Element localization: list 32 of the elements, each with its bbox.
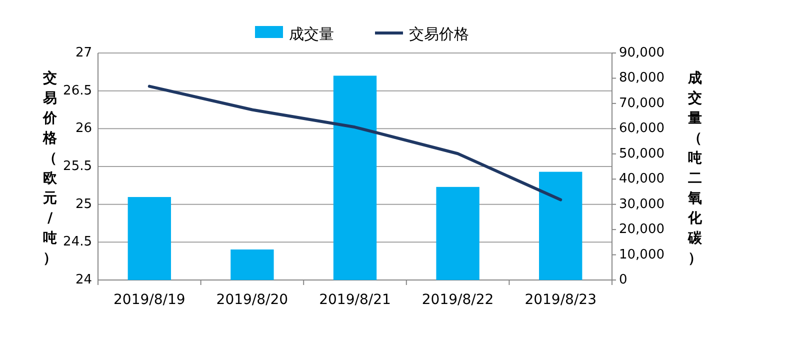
y-tick-label: 26 [75,121,92,136]
y2-tick-label: 10,000 [619,247,664,262]
y-tick-label: 24 [75,272,92,288]
bar [333,76,377,280]
bar [230,249,274,280]
x-tick-label: 2019/8/23 [524,292,596,308]
bar [436,186,480,280]
y2-tick-label: 60,000 [619,121,664,136]
text: 成交量（吨二氧化碳） [688,70,702,266]
y2-tick-label: 50,000 [619,146,664,162]
legend-label: 交易价格 [409,25,469,43]
bar [128,197,171,280]
y2-tick-label: 80,000 [619,70,664,86]
y2-tick-label: 30,000 [619,196,664,212]
y2-tick-label: 70,000 [619,96,664,111]
legend-label: 成交量 [289,25,334,43]
y-tick-label: 25.5 [63,159,92,174]
x-tick-label: 2019/8/19 [114,292,186,308]
x-tick-label: 2019/8/20 [216,292,288,308]
y-tick-label: 25 [75,196,92,212]
y-tick-label: 24.5 [63,234,92,250]
y-tick-label: 26.5 [63,83,92,98]
y2-tick-label: 20,000 [619,222,664,238]
y2-tick-label: 0 [619,272,628,288]
x-tick-label: 2019/8/22 [422,292,494,308]
y2-tick-label: 90,000 [619,46,664,60]
bar [539,172,582,280]
y-tick-label: 27 [75,46,92,60]
text: 交易价格（欧元/吨） [43,70,57,266]
y2-tick-label: 40,000 [619,172,664,187]
line-series [148,84,562,202]
x-tick-label: 2019/8/21 [319,292,391,308]
